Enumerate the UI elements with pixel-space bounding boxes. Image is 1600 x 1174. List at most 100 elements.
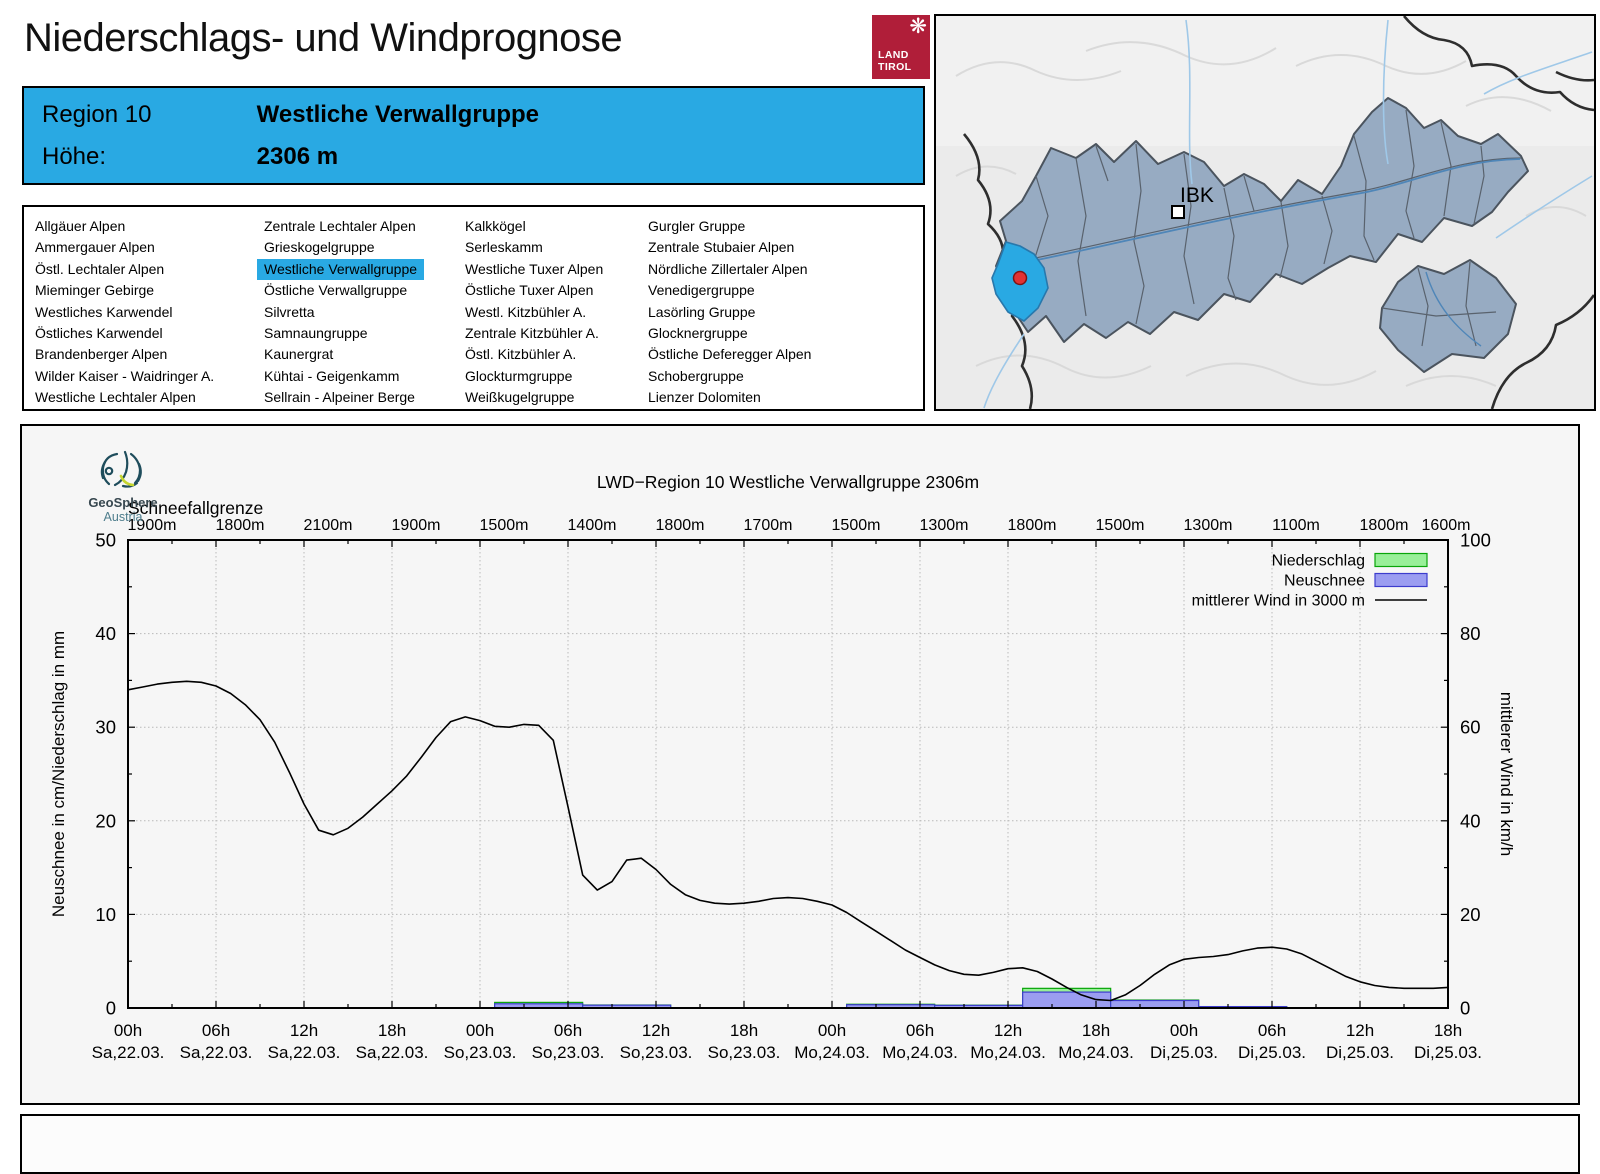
sfg-value-label: 2100m bbox=[304, 517, 353, 534]
x-time-label: 12h bbox=[1346, 1021, 1374, 1040]
elevation-value: 2306 m bbox=[256, 143, 339, 170]
sfg-value-label: 1900m bbox=[128, 517, 177, 534]
ibk-label: IBK bbox=[1180, 184, 1214, 207]
x-date-label: So,23.03. bbox=[444, 1043, 517, 1062]
ylabel-right: mittlerer Wind in km/h bbox=[1497, 692, 1516, 856]
region-list-item[interactable]: Lasörling Gruppe bbox=[648, 303, 756, 320]
ibk-marker bbox=[1171, 205, 1185, 219]
region-list-box: Allgäuer Alpen Ammergauer Alpen Östl. Lech… bbox=[22, 205, 925, 411]
chart-title: LWD−Region 10 Westliche Verwallgruppe 23… bbox=[597, 472, 979, 492]
y-tick-label-right: 80 bbox=[1460, 623, 1481, 644]
x-date-label: Sa,22.03. bbox=[356, 1043, 429, 1062]
sfg-value-label: 1500m bbox=[832, 517, 881, 534]
map-region-marker-dot bbox=[1012, 270, 1028, 286]
region-list-item[interactable]: Westliche Tuxer Alpen bbox=[465, 260, 604, 277]
region-number-label: Region 10 bbox=[42, 101, 152, 128]
next-panel-strip bbox=[20, 1114, 1580, 1174]
sfg-value-label: 1800m bbox=[216, 517, 265, 534]
x-time-label: 12h bbox=[994, 1021, 1022, 1040]
x-date-label: Sa,22.03. bbox=[268, 1043, 341, 1062]
geosphere-logo: GeoSphere Austria bbox=[58, 448, 188, 524]
y-tick-label-left: 0 bbox=[106, 998, 116, 1019]
region-list-column: Kalkkögel Serleskamm Westliche Tuxer Alpen… bbox=[465, 216, 603, 409]
forecast-chart: 0 10 20 30 40 50 0 20 40 60 80 100 00h 06h 12h 18h 00h 06… bbox=[49, 472, 1516, 1062]
x-time-label: 12h bbox=[642, 1021, 670, 1040]
region-list-item[interactable]: Samnaungruppe bbox=[264, 324, 368, 341]
geosphere-mark-icon bbox=[100, 450, 142, 488]
region-list-column: Allgäuer Alpen Ammergauer Alpen Östl. Lech… bbox=[35, 216, 214, 409]
region-list-item[interactable]: Gurgler Gruppe bbox=[648, 218, 746, 234]
axis-ticks bbox=[127, 540, 1449, 1008]
region-list-item[interactable]: Westl. Kitzbühler A. bbox=[465, 303, 587, 320]
region-list-item[interactable]: Östliche Tuxer Alpen bbox=[465, 282, 594, 299]
region-list-column: Gurgler Gruppe Zentrale Stubaier Alpen Nör… bbox=[648, 216, 811, 409]
region-list-item[interactable]: Silvretta bbox=[264, 303, 315, 320]
region-list-item[interactable]: Glocknergruppe bbox=[648, 324, 748, 341]
region-list-item[interactable]: Zentrale Stubaier Alpen bbox=[648, 239, 795, 256]
region-list-column: Zentrale Lechtaler Alpen Grieskogelgruppe… bbox=[257, 216, 425, 409]
region-list-item[interactable]: Schobergruppe bbox=[648, 367, 744, 384]
geosphere-name: GeoSphere bbox=[88, 495, 158, 510]
x-date-label: Di,25.03. bbox=[1414, 1043, 1482, 1062]
sfg-value-label: 1800m bbox=[1008, 517, 1057, 534]
region-list-item[interactable]: Grieskogelgruppe bbox=[264, 239, 375, 256]
sfg-value-label: 1300m bbox=[1184, 517, 1233, 534]
x-date-label: So,23.03. bbox=[620, 1043, 693, 1062]
region-list-item[interactable]: Zentrale Lechtaler Alpen bbox=[264, 218, 416, 234]
sfg-value-label: 1800m bbox=[656, 517, 705, 534]
x-time-label: 06h bbox=[1258, 1021, 1286, 1040]
y-tick-label-right: 100 bbox=[1460, 530, 1491, 551]
legend-swatch-niederschlag bbox=[1374, 552, 1428, 568]
y-tick-label-left: 30 bbox=[95, 717, 116, 738]
region-list-item[interactable]: Kühtai - Geigenkamm bbox=[264, 367, 400, 384]
chart-bars bbox=[494, 987, 1288, 1009]
sfg-value-label: 1900m bbox=[392, 517, 441, 534]
region-list-item[interactable]: Kaunergrat bbox=[264, 346, 334, 363]
region-list-item[interactable]: Venedigergruppe bbox=[648, 282, 755, 299]
x-date-label: Mo,24.03. bbox=[794, 1043, 870, 1062]
map-east-region-borders bbox=[1381, 261, 1497, 347]
region-list-item[interactable]: Kalkkögel bbox=[465, 218, 526, 234]
region-list-item[interactable]: Weißkugelgruppe bbox=[465, 389, 575, 406]
ylabel-left: Neuschnee in cm/Niederschlag in mm bbox=[49, 631, 68, 917]
region-list-item[interactable]: Brandenberger Alpen bbox=[35, 346, 168, 363]
y-tick-label-right: 40 bbox=[1460, 810, 1481, 831]
x-time-label: 00h bbox=[114, 1021, 142, 1040]
map-tirol-regions-shape[interactable] bbox=[995, 97, 1529, 343]
map-terrain-north bbox=[936, 16, 1594, 146]
x-date-label: Sa,22.03. bbox=[92, 1043, 165, 1062]
x-date-label: Mo,24.03. bbox=[1058, 1043, 1134, 1062]
region-list-item[interactable]: Mieminger Gebirge bbox=[35, 282, 155, 299]
region-list-item[interactable]: Östl. Lechtaler Alpen bbox=[35, 260, 165, 277]
region-list-item[interactable]: Serleskamm bbox=[465, 239, 543, 256]
chart-grid bbox=[128, 540, 1449, 1008]
x-time-label: 06h bbox=[202, 1021, 230, 1040]
y-tick-label-left: 50 bbox=[95, 530, 116, 551]
sfg-value-label: 1400m bbox=[568, 517, 617, 534]
sfg-value-label: 1500m bbox=[1096, 517, 1145, 534]
region-list-item[interactable]: Nördliche Zillertaler Alpen bbox=[648, 260, 808, 277]
x-date-label: Di,25.03. bbox=[1150, 1043, 1218, 1062]
region-list-item[interactable]: Östliche Verwallgruppe bbox=[264, 282, 408, 299]
legend-label: Niederschlag bbox=[1272, 553, 1365, 570]
region-list-item[interactable]: Lienzer Dolomiten bbox=[648, 389, 761, 406]
sfg-value-label: 1600m bbox=[1422, 517, 1471, 534]
region-list-item[interactable]: Westliches Karwendel bbox=[35, 303, 173, 320]
region-list-item[interactable]: Glockturmgruppe bbox=[465, 367, 573, 384]
region-list-item[interactable]: Östliche Deferegger Alpen bbox=[648, 346, 812, 363]
region-list-item[interactable]: Sellrain - Alpeiner Berge bbox=[264, 389, 415, 406]
region-list-item-selected[interactable]: Westliche Verwallgruppe bbox=[257, 258, 425, 281]
region-list-item[interactable]: Ammergauer Alpen bbox=[35, 239, 155, 256]
x-time-label: 06h bbox=[906, 1021, 934, 1040]
region-list-item[interactable]: Östliches Karwendel bbox=[35, 324, 163, 341]
x-time-label: 00h bbox=[1170, 1021, 1198, 1040]
region-list-item[interactable]: Westliche Lechtaler Alpen bbox=[35, 389, 196, 406]
region-list-item[interactable]: Östl. Kitzbühler A. bbox=[465, 346, 577, 363]
legend-label: Neuschnee bbox=[1284, 573, 1365, 590]
region-list-item[interactable]: Allgäuer Alpen bbox=[35, 218, 126, 234]
snow-bar bbox=[1110, 999, 1200, 1009]
land-tirol-logo: ❋ LAND TIROL bbox=[872, 15, 930, 79]
region-list-item[interactable]: Zentrale Kitzbühler A. bbox=[465, 324, 599, 341]
region-list-item[interactable]: Wilder Kaiser - Waidringer A. bbox=[35, 367, 215, 384]
sfg-value-label: 1100m bbox=[1272, 517, 1320, 534]
